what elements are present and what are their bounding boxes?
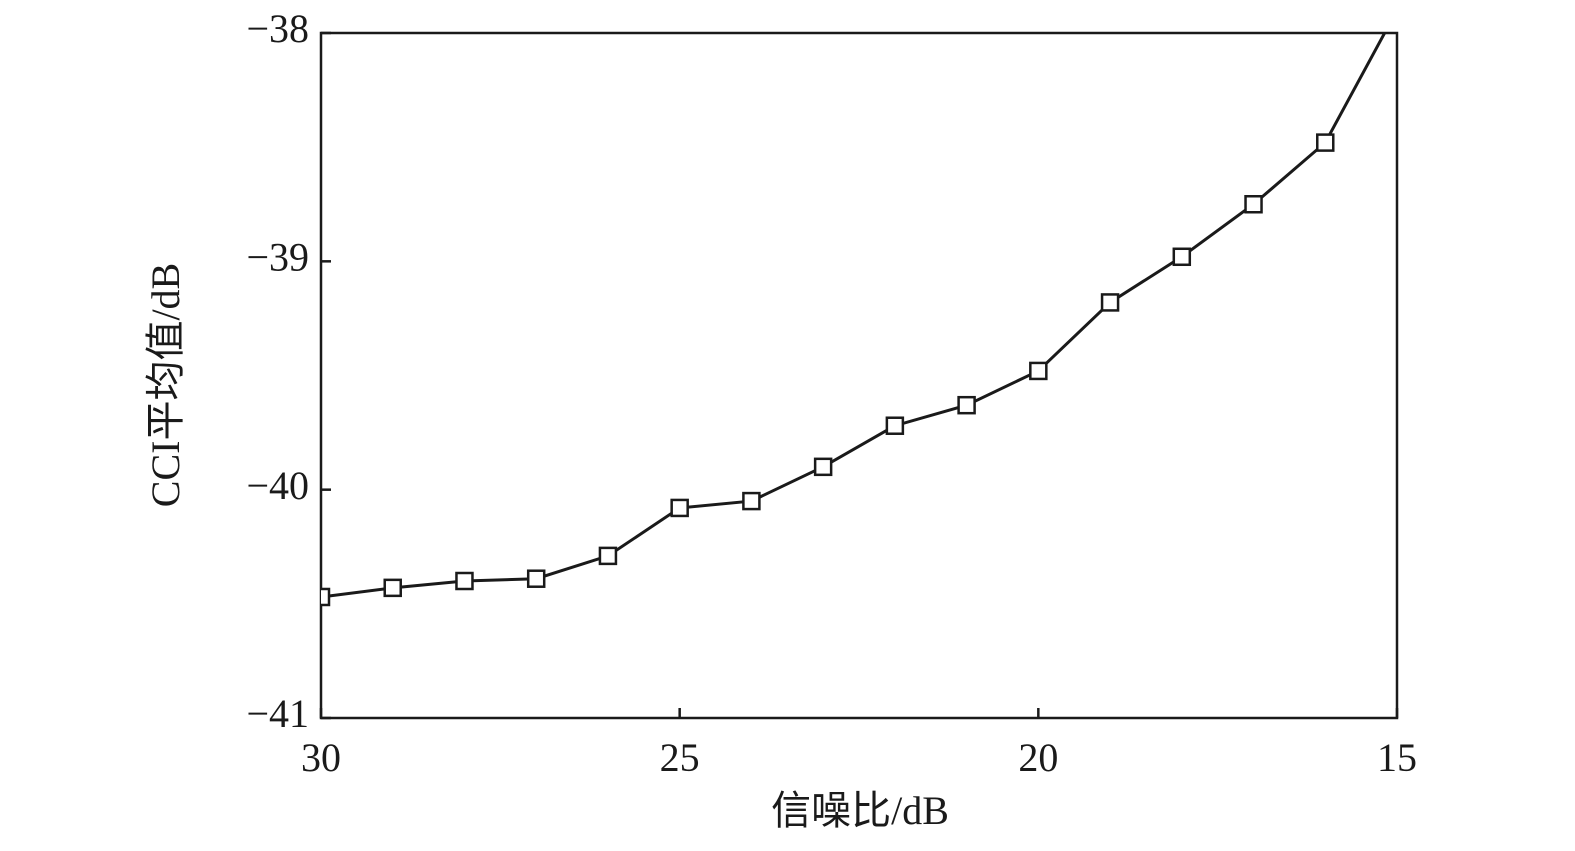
y-axis-label: CCI平均值/dB	[143, 263, 188, 507]
point-marker	[598, 546, 618, 566]
plot-area	[321, 2, 1405, 607]
series-line	[321, 33, 1387, 599]
point-marker	[885, 416, 905, 435]
point-marker	[1100, 293, 1120, 312]
x-tick-label: 25	[660, 735, 700, 780]
point-marker	[1389, 2, 1405, 18]
plot-frame	[319, 31, 1399, 720]
point-marker	[742, 491, 761, 511]
x-tick-label: 20	[1018, 735, 1058, 780]
x-axis-label: 信噪比/dB	[771, 788, 949, 833]
point-marker	[321, 587, 331, 607]
y-tick-label: −41	[246, 691, 309, 736]
point-marker	[957, 395, 976, 415]
x-tick-label: 15	[1377, 735, 1417, 780]
y-tick-label: −39	[246, 235, 309, 280]
point-marker	[1029, 361, 1048, 381]
point-marker	[813, 457, 833, 477]
y-tick-label: −38	[246, 6, 309, 51]
point-marker	[455, 571, 474, 591]
point-marker	[526, 569, 546, 588]
y-tick-label: −40	[246, 463, 309, 508]
point-marker	[670, 498, 689, 518]
point-marker	[383, 578, 402, 598]
point-marker	[1172, 247, 1192, 267]
x-tick-label: 30	[301, 735, 341, 780]
point-marker	[1244, 195, 1263, 214]
point-marker	[1316, 133, 1335, 152]
